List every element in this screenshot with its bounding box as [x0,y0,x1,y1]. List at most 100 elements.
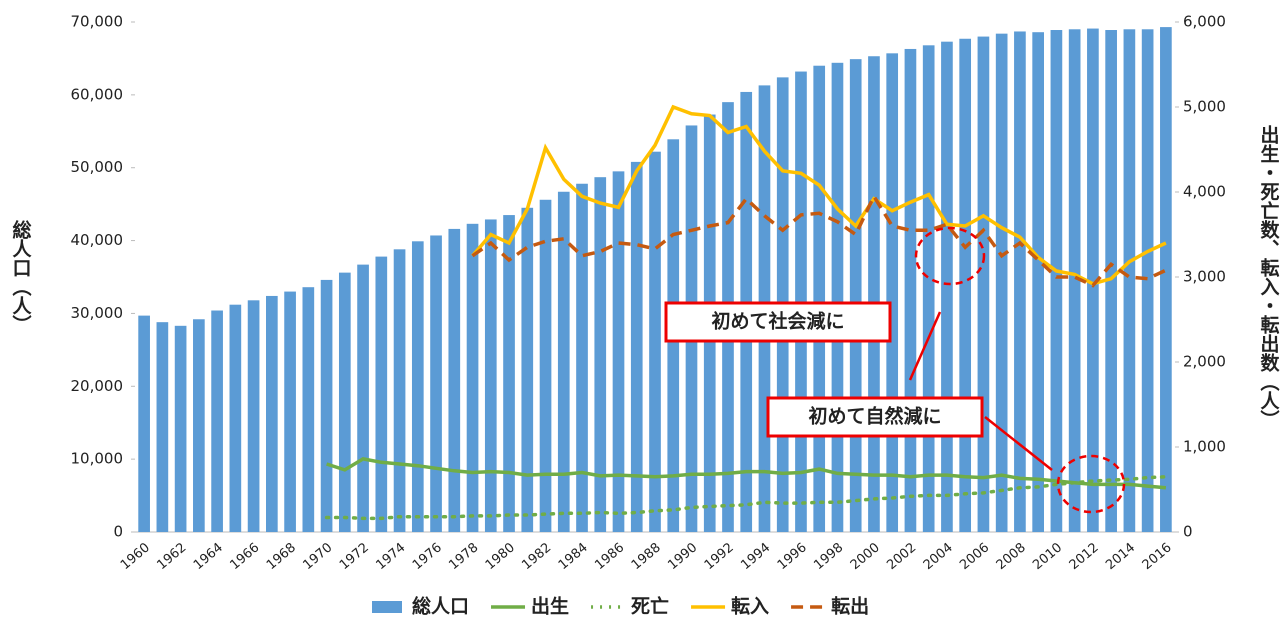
bar [539,199,552,532]
line [326,457,1167,490]
x-tick-label: 1974 [373,540,408,573]
y-tick-label: 70,000 [71,13,124,31]
x-tick-label: 1968 [264,540,299,573]
y2-axis-title: 出生・死亡数、転入・転出数（人） [1258,124,1280,429]
x-tick-label: 2008 [994,540,1029,573]
y-tick-label: 50,000 [71,158,124,176]
annotations: 初めて社会減に 初めて自然減に [664,226,1126,514]
x-tick-label: 1980 [483,540,518,573]
bar [886,53,899,532]
highlight-circle [1056,454,1126,514]
bar [557,191,570,532]
x-tick-label: 1986 [592,540,627,573]
bar [1068,29,1081,533]
bar [211,310,223,532]
y2-tick-label: 2,000 [1183,353,1226,371]
bar [302,287,315,532]
bar [466,223,479,533]
y2-tick-label: 0 [1183,523,1193,541]
bar [375,256,388,532]
x-tick-label: 1996 [775,540,810,573]
x-tick-label: 1978 [446,540,481,573]
x-tick-label: 2002 [884,540,919,573]
y-tick-label: 30,000 [71,304,124,322]
legend-label: 転入 [731,596,769,618]
x-tick-label: 2016 [1140,540,1175,573]
bar [284,291,296,532]
bar [484,219,497,532]
x-tick-label: 1962 [154,540,189,573]
bar [138,315,150,532]
y2-tick-label: 4,000 [1183,183,1226,201]
legend-label: 総人口 [412,595,469,618]
y-tick-label: 0 [113,523,123,541]
bar [959,38,972,532]
bar [1050,30,1063,533]
bar [247,300,260,532]
x-tick-label: 1966 [227,540,262,573]
bar [1141,29,1154,533]
legend-label: 転出 [831,595,869,618]
legend-swatch [372,601,402,613]
bar [849,59,862,533]
y2-tick-label: 3,000 [1183,268,1226,286]
bar [1160,27,1172,532]
x-tick-label: 2010 [1030,540,1065,573]
bar [266,295,278,532]
x-tick-label: 1972 [337,540,372,573]
annotation: 初めて自然減に [808,405,941,428]
bar [576,183,588,532]
y2-tick-label: 5,000 [1183,98,1226,116]
bar [594,177,607,532]
bar [174,325,187,532]
legend-label: 出生 [531,595,569,618]
line [324,475,1168,521]
bar [1123,29,1136,533]
x-tick-label: 1970 [300,540,335,573]
bar [1032,32,1044,532]
x-tick-label: 2014 [1103,540,1138,573]
bar [393,249,406,533]
bar [320,279,333,532]
legend-label: 死亡 [631,595,669,618]
x-tick-label: 2004 [921,540,956,573]
bar [831,62,844,533]
bar [612,171,625,532]
x-tick-label: 1998 [811,540,846,573]
bar [904,48,917,532]
x-tick-label: 1982 [519,540,554,573]
bar [448,228,461,532]
x-tick-label: 1960 [118,540,153,573]
x-tick-label: 1976 [410,540,445,573]
bar [630,161,643,532]
x-tick-label: 1990 [665,540,700,573]
bar [649,151,661,532]
y2-tick-label: 1,000 [1183,438,1226,456]
line [471,104,1167,286]
x-tick-label: 1992 [702,540,737,573]
x-tick-label: 1988 [629,540,664,573]
x-tick-label: 2012 [1067,540,1102,573]
annotation: 初めて社会減に [711,310,844,333]
y-tick-label: 20,000 [71,377,124,395]
bar [941,41,953,533]
bar [521,207,534,533]
x-tick-label: 2006 [957,540,992,573]
line [471,192,1167,288]
x-tick-label: 1964 [191,540,226,573]
bar [868,56,880,532]
bar [1087,28,1099,533]
bar [430,235,442,532]
y-axis-title: 総人口（人） [10,219,32,334]
bar [338,272,351,532]
bar [977,36,990,532]
annotation-box [766,396,984,438]
bar [995,33,1008,533]
arrow-line [984,416,1053,471]
y-tick-label: 10,000 [71,450,124,468]
bar [357,264,369,532]
bar [1014,31,1026,532]
bar [1105,30,1117,533]
y-tick-label: 60,000 [71,85,124,103]
annotation-box [664,301,892,343]
